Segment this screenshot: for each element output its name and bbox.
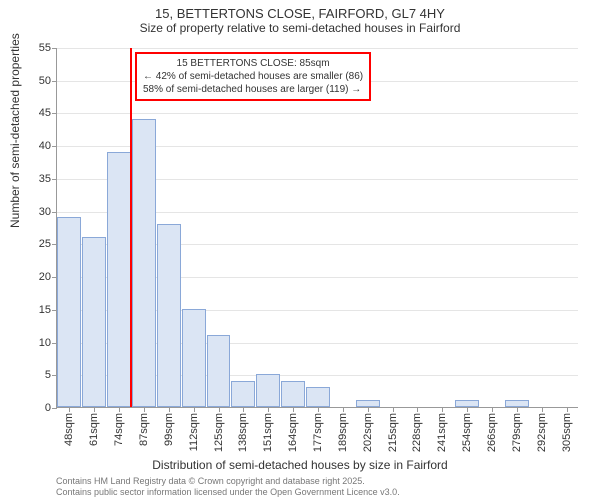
xtick-label: 48sqm [63, 413, 75, 446]
xtick-label: 99sqm [163, 413, 175, 446]
xtick-mark [119, 407, 120, 412]
xtick-label: 215sqm [387, 413, 399, 452]
ytick-mark [52, 343, 57, 344]
chart-title: 15, BETTERTONS CLOSE, FAIRFORD, GL7 4HY [0, 0, 600, 21]
bar [157, 224, 181, 407]
ytick-label: 30 [39, 206, 51, 218]
y-axis-label: Number of semi-detached properties [8, 33, 22, 228]
gridline [57, 113, 578, 114]
callout-line: 58% of semi-detached houses are larger (… [143, 83, 363, 96]
ytick-label: 15 [39, 304, 51, 316]
ytick-mark [52, 375, 57, 376]
ytick-label: 55 [39, 42, 51, 54]
ytick-label: 5 [45, 369, 51, 381]
xtick-mark [393, 407, 394, 412]
xtick-label: 177sqm [312, 413, 324, 452]
xtick-label: 164sqm [287, 413, 299, 452]
ytick-label: 45 [39, 107, 51, 119]
ytick-mark [52, 244, 57, 245]
ytick-label: 25 [39, 238, 51, 250]
marker-line [130, 48, 132, 407]
ytick-label: 20 [39, 271, 51, 283]
ytick-label: 50 [39, 75, 51, 87]
ytick-mark [52, 212, 57, 213]
chart-subtitle: Size of property relative to semi-detach… [0, 21, 600, 39]
ytick-mark [52, 310, 57, 311]
ytick-label: 0 [45, 402, 51, 414]
ytick-mark [52, 277, 57, 278]
xtick-mark [517, 407, 518, 412]
xtick-mark [268, 407, 269, 412]
gridline [57, 48, 578, 49]
bar [82, 237, 106, 407]
ytick-mark [52, 408, 57, 409]
xtick-mark [194, 407, 195, 412]
xtick-mark [144, 407, 145, 412]
xtick-label: 254sqm [461, 413, 473, 452]
chart-container: 15, BETTERTONS CLOSE, FAIRFORD, GL7 4HY … [0, 0, 600, 500]
xtick-mark [368, 407, 369, 412]
footnote: Contains HM Land Registry data © Crown c… [56, 476, 400, 498]
callout-box: 15 BETTERTONS CLOSE: 85sqm← 42% of semi-… [135, 52, 371, 101]
xtick-label: 189sqm [337, 413, 349, 452]
xtick-mark [442, 407, 443, 412]
xtick-label: 112sqm [188, 413, 200, 451]
xtick-mark [417, 407, 418, 412]
footnote-line: Contains HM Land Registry data © Crown c… [56, 476, 400, 487]
x-axis-label: Distribution of semi-detached houses by … [0, 458, 600, 472]
xtick-label: 74sqm [113, 413, 125, 446]
xtick-label: 305sqm [561, 413, 573, 452]
bar [256, 374, 280, 407]
ytick-label: 35 [39, 173, 51, 185]
xtick-label: 125sqm [213, 413, 225, 452]
xtick-label: 292sqm [536, 413, 548, 452]
ytick-mark [52, 48, 57, 49]
callout-line: ← 42% of semi-detached houses are smalle… [143, 70, 363, 83]
ytick-mark [52, 81, 57, 82]
xtick-mark [542, 407, 543, 412]
xtick-label: 138sqm [237, 413, 249, 452]
xtick-label: 228sqm [411, 413, 423, 452]
xtick-mark [293, 407, 294, 412]
ytick-mark [52, 146, 57, 147]
xtick-mark [467, 407, 468, 412]
xtick-mark [492, 407, 493, 412]
xtick-label: 266sqm [486, 413, 498, 452]
bar [231, 381, 255, 407]
ytick-mark [52, 113, 57, 114]
xtick-mark [169, 407, 170, 412]
xtick-mark [94, 407, 95, 412]
footnote-line: Contains public sector information licen… [56, 487, 400, 498]
xtick-label: 87sqm [138, 413, 150, 446]
bar [57, 217, 81, 407]
xtick-label: 241sqm [436, 413, 448, 452]
xtick-mark [318, 407, 319, 412]
xtick-mark [343, 407, 344, 412]
bar [306, 387, 330, 407]
callout-line: 15 BETTERTONS CLOSE: 85sqm [143, 57, 363, 70]
bar [207, 335, 231, 407]
xtick-mark [243, 407, 244, 412]
bar [182, 309, 206, 407]
bar [132, 119, 156, 407]
plot-area: 051015202530354045505548sqm61sqm74sqm87s… [56, 48, 578, 408]
ytick-label: 40 [39, 140, 51, 152]
bar [281, 381, 305, 407]
xtick-mark [219, 407, 220, 412]
xtick-mark [69, 407, 70, 412]
xtick-mark [567, 407, 568, 412]
xtick-label: 151sqm [262, 413, 274, 452]
bar [107, 152, 131, 407]
xtick-label: 61sqm [88, 413, 100, 446]
xtick-label: 279sqm [511, 413, 523, 452]
ytick-label: 10 [39, 337, 51, 349]
ytick-mark [52, 179, 57, 180]
xtick-label: 202sqm [362, 413, 374, 452]
